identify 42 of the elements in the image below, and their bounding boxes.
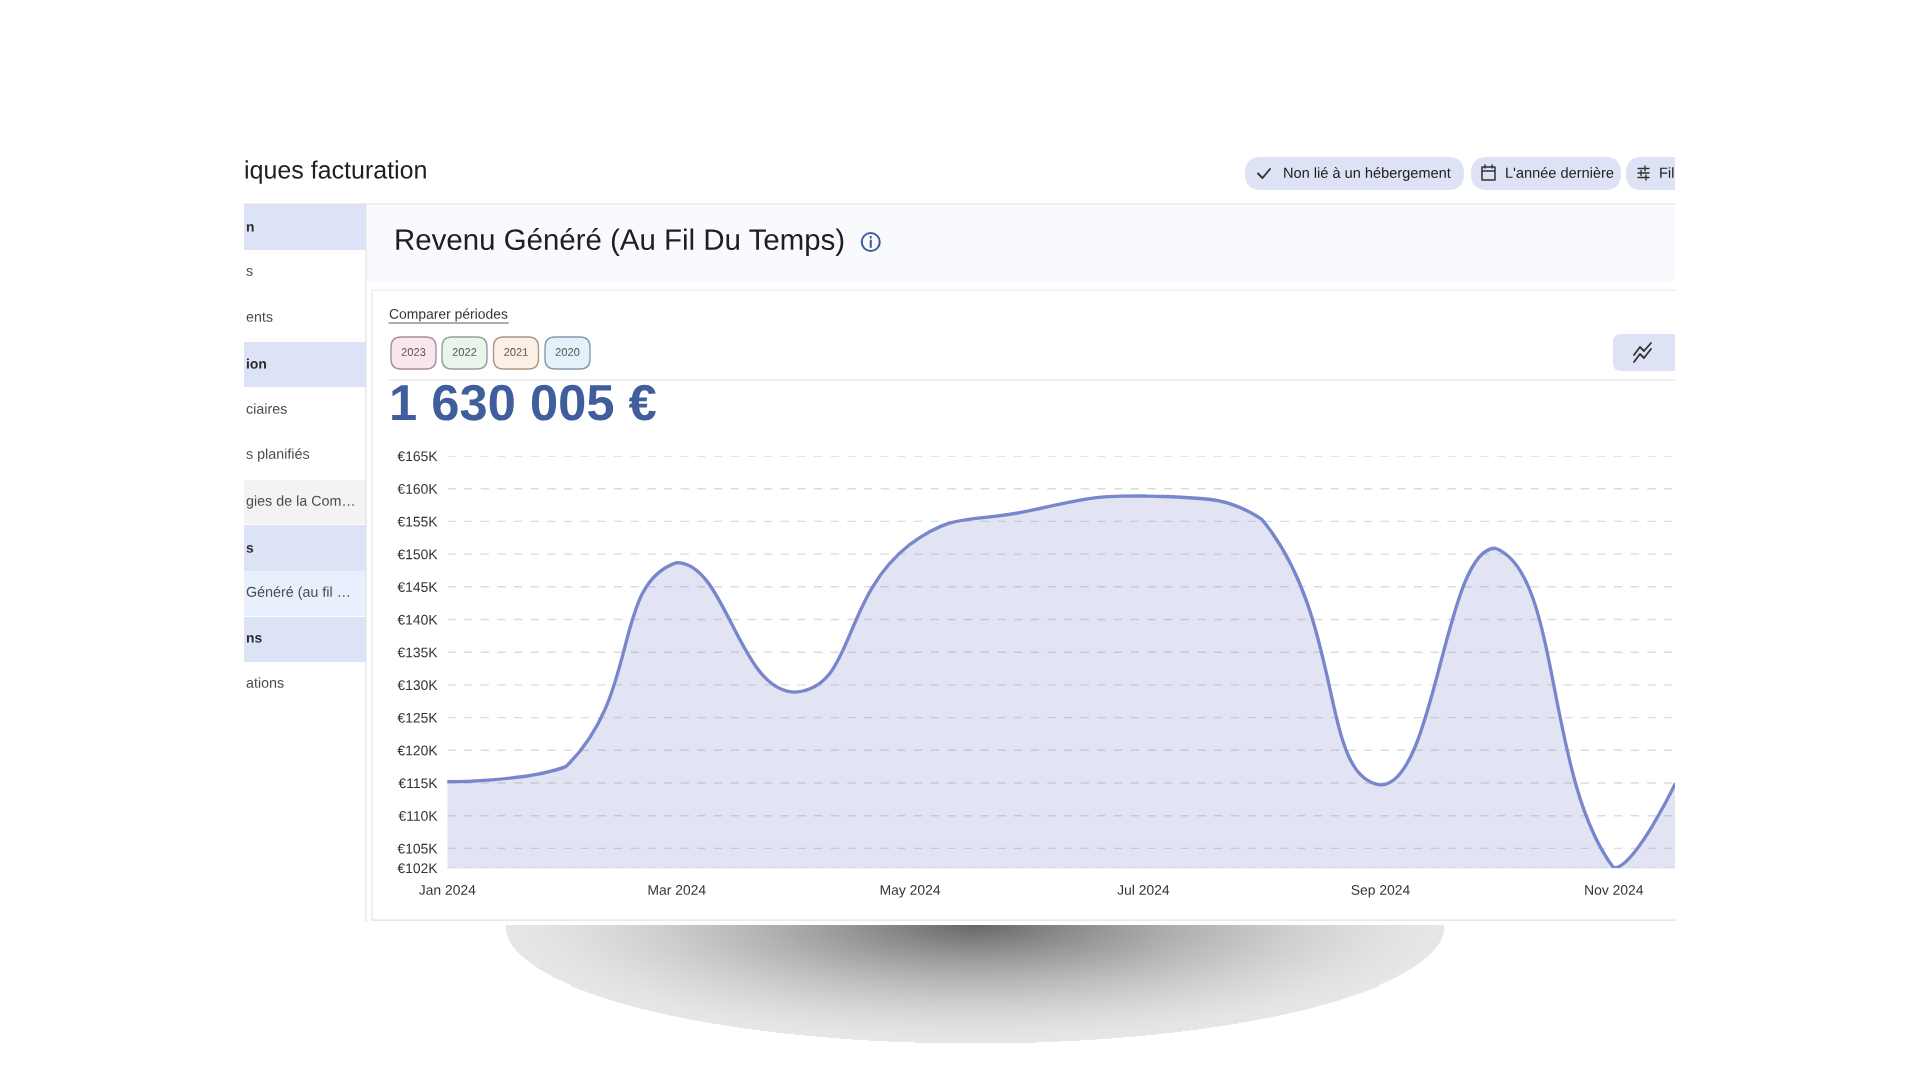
text: 2020 — [555, 348, 580, 356]
y-tick-label: €102K — [397, 863, 438, 874]
text: 2023 — [401, 348, 426, 356]
chart-title: Revenu Généré (Au Fil Du Temps) — [396, 228, 844, 256]
y-tick-label: €115K — [398, 778, 438, 789]
y-tick-label: €160K — [397, 484, 438, 494]
text: ations — [246, 677, 284, 688]
y-tick-label: €130K — [397, 680, 438, 691]
text: s — [246, 268, 253, 276]
text: 2022 — [452, 348, 477, 356]
text: 2021 — [504, 348, 528, 356]
x-tick-label: Jul 2024 — [1117, 884, 1170, 895]
y-tick-label: €105K — [397, 843, 438, 854]
x-tick-label: Jan 2024 — [418, 885, 476, 895]
y-tick-label: €150K — [397, 549, 438, 560]
text: Généré (au fil … — [246, 586, 350, 600]
text: ns — [246, 635, 262, 643]
y-tick-label: €125K — [397, 712, 438, 723]
text: ion — [246, 358, 266, 369]
text: Fil — [1660, 167, 1674, 178]
chart-subtitle: 1 630 005 € — [392, 384, 656, 421]
text: s — [246, 545, 254, 553]
text: Non lié à un hébergement — [1284, 167, 1451, 181]
text: ents — [246, 312, 273, 322]
text: L'année dernière — [1506, 167, 1614, 178]
y-tick-label: €140K — [397, 614, 438, 625]
y-tick-label: €165K — [397, 451, 438, 462]
x-tick-label: Sep 2024 — [1351, 885, 1410, 898]
x-tick-label: Mar 2024 — [648, 885, 706, 895]
x-tick-label: Nov 2024 — [1585, 885, 1644, 895]
y-tick-label: €155K — [397, 516, 438, 527]
y-tick-label: €120K — [397, 745, 438, 756]
text: ciaires — [246, 403, 287, 414]
y-tick-label: €135K — [397, 647, 438, 658]
y-tick-label: €110K — [398, 811, 438, 821]
text: s planifiés — [246, 448, 310, 462]
text: n — [246, 224, 254, 232]
text: gies de la Com… — [246, 495, 354, 509]
text: Comparer périodes — [389, 308, 508, 322]
text: iques facturation — [245, 160, 426, 184]
x-tick-label: May 2024 — [880, 885, 941, 898]
y-tick-label: €145K — [397, 582, 438, 592]
